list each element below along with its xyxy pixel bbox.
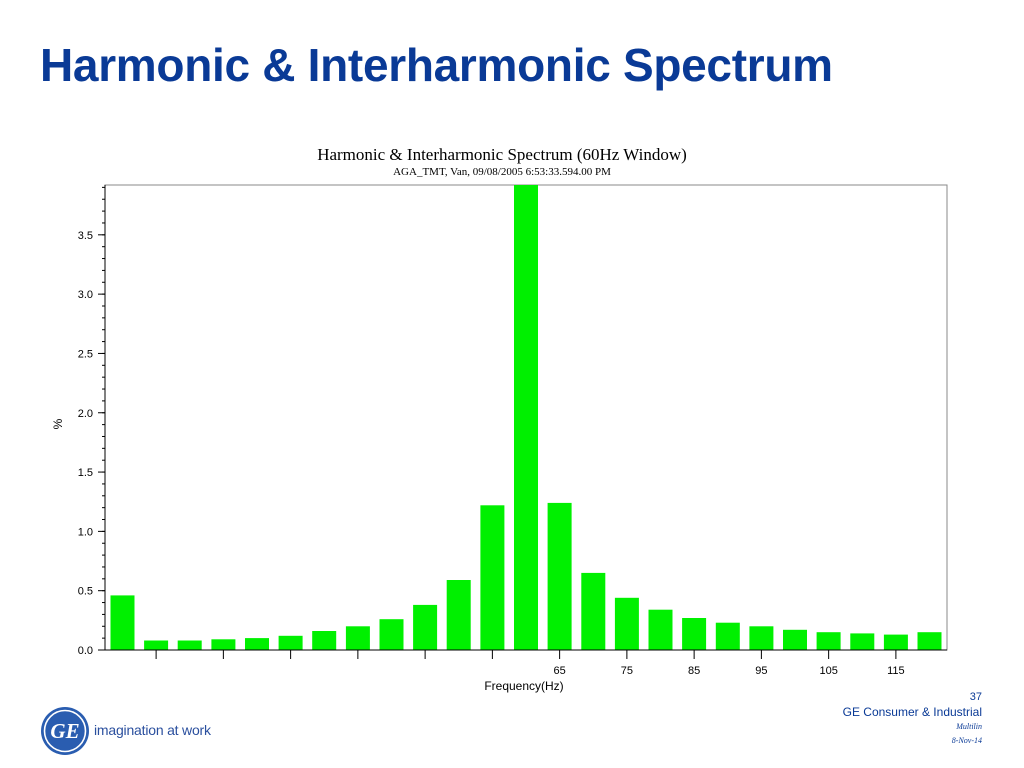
bars-layer	[110, 185, 942, 650]
y-tick-label: 0.5	[78, 586, 93, 598]
bar-11	[480, 505, 505, 650]
bar-1	[144, 640, 169, 650]
bar-18	[715, 622, 740, 650]
bar-4	[245, 638, 269, 650]
y-tick-label: 0.0	[78, 645, 93, 657]
x-tick-label: 105	[819, 665, 837, 677]
y-ticks-layer: 0.0 0.5 1.0 1.5 2.0 2.5 3.0 3.5	[78, 186, 105, 657]
x-tick-label: 75	[621, 665, 633, 677]
page-number: 37	[969, 691, 982, 703]
y-tick-label: 3.5	[78, 230, 93, 242]
footer-info: 37 GE Consumer & Industrial Multilin 8-N…	[843, 690, 982, 748]
bar-12	[514, 185, 538, 650]
x-ticks-layer: 65 75 85 95 105 115	[155, 650, 905, 677]
bar-6	[312, 631, 337, 650]
bar-7	[345, 626, 370, 650]
bar-21	[816, 632, 841, 650]
tagline: imagination at work	[94, 722, 211, 738]
bar-23	[883, 634, 908, 650]
bar-0	[110, 595, 135, 650]
x-tick-label: 65	[554, 665, 566, 677]
bar-16	[648, 609, 673, 650]
y-tick-label: 2.5	[78, 348, 93, 360]
bar-2	[177, 640, 202, 650]
bar-19	[749, 626, 774, 650]
bar-15	[614, 597, 639, 650]
x-tick-label: 115	[887, 665, 905, 677]
logo-text: GE	[50, 719, 79, 743]
bar-13	[547, 502, 572, 650]
x-tick-label: 85	[688, 665, 700, 677]
y-tick-label: 3.0	[78, 289, 93, 301]
bar-20	[783, 629, 807, 650]
division-name: Multilin	[956, 722, 982, 731]
chart-subtitle: AGA_TMT, Van, 09/08/2005 6:53:33.594.00 …	[393, 166, 611, 178]
bar-3	[211, 639, 236, 650]
company-name: GE Consumer & Industrial	[842, 705, 982, 719]
y-tick-label: 1.5	[78, 467, 93, 479]
slide-title: Harmonic & Interharmonic Spectrum	[40, 39, 833, 91]
bar-22	[850, 633, 875, 650]
bar-5	[278, 635, 303, 650]
y-tick-label: 2.0	[78, 408, 93, 420]
bar-9	[413, 604, 438, 650]
bar-10	[446, 580, 471, 650]
x-tick-label: 95	[755, 665, 767, 677]
y-axis-label: %	[51, 418, 65, 429]
ge-logo-icon: GE	[41, 707, 89, 755]
y-tick-label: 1.0	[78, 526, 93, 538]
slide-date: 8-Nov-14	[951, 736, 982, 745]
x-axis-label: Frequency(Hz)	[484, 679, 563, 693]
bar-14	[581, 572, 606, 650]
bar-24	[917, 632, 942, 650]
bar-8	[379, 619, 404, 650]
bar-17	[682, 618, 707, 650]
chart-title: Harmonic & Interharmonic Spectrum (60Hz …	[317, 145, 687, 164]
